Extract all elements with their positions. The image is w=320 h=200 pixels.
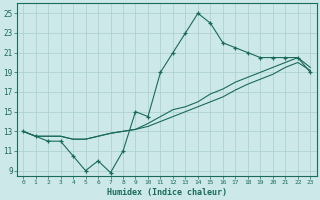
- X-axis label: Humidex (Indice chaleur): Humidex (Indice chaleur): [107, 188, 227, 197]
